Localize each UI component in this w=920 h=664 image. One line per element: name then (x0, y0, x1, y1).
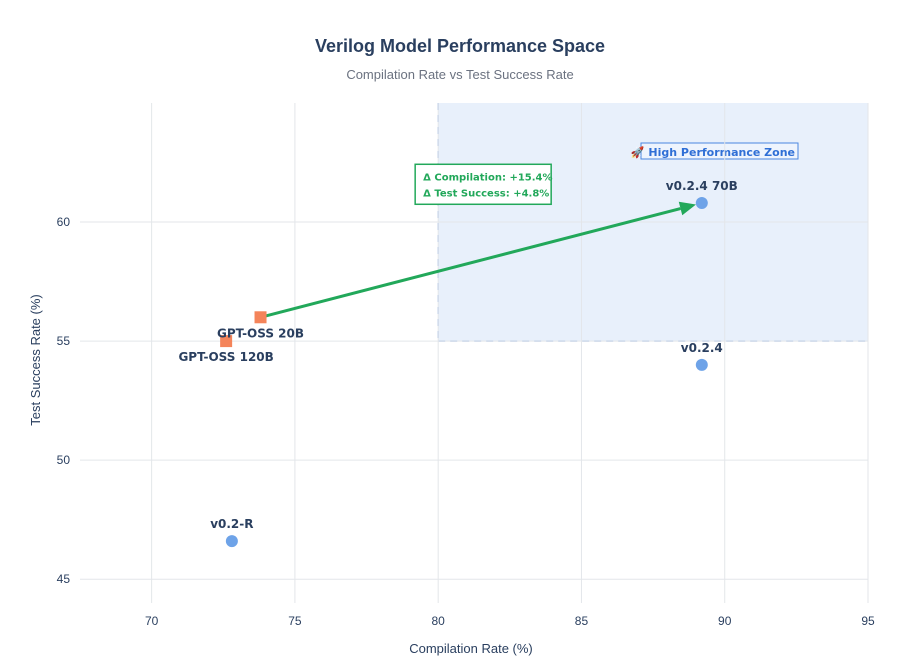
point-labels: v0.2.4 70B v0.2.4 v0.2-R GPT-OSS 20B GPT-OSS… (178, 179, 737, 531)
y-tick-label: 45 (57, 572, 71, 586)
y-tick-label: 60 (57, 215, 71, 229)
arrow-head (678, 201, 696, 216)
x-tick-label: 70 (145, 614, 159, 628)
delta-annotation-line: Δ Test Success: +4.8% (423, 188, 549, 199)
x-tick-label: 85 (575, 614, 589, 628)
axis-ticks: 70 75 80 85 90 95 45 50 55 60 (57, 215, 875, 628)
zone-label-box (640, 142, 799, 160)
x-tick-label: 80 (432, 614, 446, 628)
chart-title: Verilog Model Performance Space (315, 36, 605, 56)
point-v0-2-4 (695, 358, 708, 371)
grid (80, 103, 869, 603)
x-axis-title: Compilation Rate (%) (409, 641, 533, 656)
point-label-gpt-oss-20b: GPT-OSS 20B (217, 326, 304, 340)
point-label-v0-2-4: v0.2.4 (681, 341, 723, 355)
point-label-v0-2-4-70b: v0.2.4 70B (666, 179, 738, 193)
point-label-v0-2-r: v0.2-R (210, 517, 253, 531)
data-points (220, 197, 708, 548)
y-tick-label: 55 (57, 334, 71, 348)
zone-label: 🚀 High Performance Zone (631, 146, 795, 159)
x-tick-label: 95 (861, 614, 875, 628)
chart-subtitle: Compilation Rate vs Test Success Rate (346, 67, 573, 82)
improvement-arrow: Δ Compilation: +15.4% Δ Test Success: +4.… (260, 163, 696, 319)
x-tick-label: 75 (288, 614, 302, 628)
point-gpt-oss-120b (220, 335, 233, 348)
y-axis-title: Test Success Rate (%) (28, 294, 43, 426)
y-tick-label: 50 (57, 453, 71, 467)
arrow-shaft (260, 207, 681, 319)
point-gpt-oss-20b (254, 311, 267, 324)
point-v0-2-4-70b (695, 197, 708, 209)
point-label-gpt-oss-120b: GPT-OSS 120B (178, 350, 273, 364)
x-tick-label: 90 (718, 614, 732, 628)
point-v0-2-r (225, 535, 238, 548)
delta-annotation-box (414, 163, 552, 206)
delta-annotation-line: Δ Compilation: +15.4% (423, 172, 552, 183)
